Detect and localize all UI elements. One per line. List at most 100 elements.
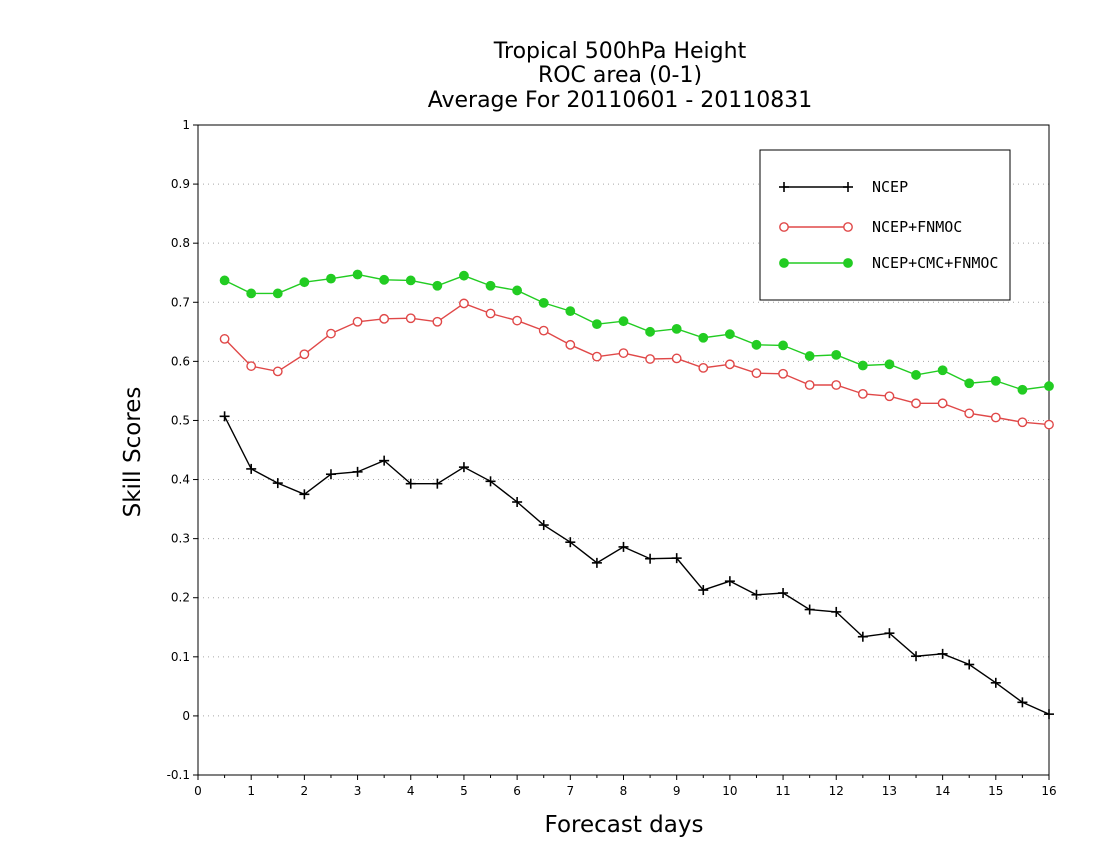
y-axis-title: Skill Scores: [120, 387, 146, 518]
data-point-2-8: [432, 280, 443, 291]
data-point-0-24: [857, 631, 868, 642]
data-point-1-24: [857, 388, 868, 399]
data-point-1-4: [326, 328, 336, 339]
data-point-2-2: [272, 288, 283, 299]
data-point-2-17: [671, 323, 682, 334]
data-point-2-14: [592, 319, 602, 330]
x-tick-label-15: 15: [988, 784, 1003, 798]
data-point-2-23: [831, 349, 842, 360]
axes: -0.100.10.20.30.40.50.60.70.80.910 1 2 3 4 5 6…: [167, 118, 1057, 798]
data-point-0-9: [458, 462, 469, 473]
data-point-0-21: [778, 588, 789, 598]
data-point-1-20: [751, 368, 762, 379]
y-tick-label-0: -0.1: [167, 768, 190, 782]
grid-lines: [198, 183, 1049, 717]
legend-entry-1: NCEP+FNMOC: [779, 218, 962, 236]
data-point-0-8: [432, 478, 443, 489]
data-point-2-11: [512, 285, 523, 296]
data-point-0-13: [565, 537, 576, 548]
data-point-1-9: [459, 298, 469, 309]
data-point-2-31: [1044, 381, 1054, 392]
legend-entry-0: NCEP: [779, 178, 908, 196]
data-point-2-30: [1017, 384, 1028, 395]
title-line-1: Tropical 500hPa Height: [493, 39, 747, 64]
data-point-2-16: [645, 326, 655, 337]
data-point-0-0: [219, 411, 230, 422]
data-point-0-23: [831, 606, 842, 617]
x-tick-label-10: 10: [722, 784, 737, 798]
data-point-2-10: [485, 280, 496, 291]
data-point-1-30: [1017, 417, 1028, 428]
data-point-1-5: [352, 316, 363, 327]
x-tick-label-6: 6: [513, 784, 521, 798]
data-point-2-27: [937, 365, 948, 376]
legend-marker-right-2: [843, 258, 853, 268]
data-point-2-5: [352, 269, 363, 280]
x-tick-label-14: 14: [935, 784, 950, 798]
series-layer: [219, 269, 1054, 720]
series-line-0: [223, 416, 1050, 715]
data-point-1-23: [831, 380, 842, 390]
data-point-0-18: [698, 585, 709, 596]
data-point-1-29: [990, 412, 1001, 423]
data-point-2-24: [857, 360, 868, 371]
data-point-0-30: [1017, 697, 1028, 708]
y-tick-label-5: 0.4: [171, 473, 190, 487]
data-point-2-20: [751, 339, 762, 350]
y-tick-label-11: 1: [182, 118, 190, 132]
data-point-2-7: [405, 275, 416, 286]
data-point-1-18: [698, 362, 709, 373]
series-1: [219, 298, 1054, 430]
data-point-0-7: [405, 478, 416, 489]
data-point-0-12: [538, 520, 549, 531]
legend-marker-left-1: [779, 222, 789, 232]
y-tick-label-8: 0.7: [171, 295, 190, 309]
data-point-1-6: [379, 313, 390, 324]
legend-marker-left-0: [779, 182, 789, 192]
y-tick-label-1: 0: [182, 709, 190, 723]
data-point-0-28: [964, 659, 975, 670]
x-tick-label-16: 16: [1041, 784, 1056, 798]
data-point-2-15: [618, 316, 629, 327]
data-point-1-15: [618, 348, 629, 358]
data-point-0-16: [645, 553, 656, 564]
data-point-0-6: [379, 455, 390, 466]
x-tick-label-4: 4: [407, 784, 415, 798]
x-tick-label-1: 1: [247, 784, 255, 798]
data-point-2-18: [698, 332, 709, 343]
data-point-0-14: [591, 557, 602, 568]
data-point-2-13: [565, 306, 576, 317]
data-point-2-22: [804, 351, 815, 361]
title-line-3: Average For 20110601 - 20110831: [428, 88, 813, 113]
x-tick-label-9: 9: [673, 784, 681, 798]
data-point-1-21: [778, 368, 788, 379]
series-0: [219, 411, 1054, 720]
data-point-1-0: [219, 334, 230, 344]
data-point-1-25: [884, 391, 895, 402]
data-point-1-12: [538, 325, 549, 336]
legend-entry-2: NCEP+CMC+FNMOC: [779, 254, 998, 272]
data-point-1-16: [645, 354, 655, 364]
y-tick-label-9: 0.8: [171, 236, 190, 250]
x-tick-label-8: 8: [620, 784, 628, 798]
x-axis-title: Forecast days: [545, 812, 704, 838]
legend-entries: NCEP NCEP+FNMOC NCEP+CMC+FNMOC: [779, 178, 998, 272]
x-tick-label-13: 13: [882, 784, 897, 798]
data-point-0-4: [325, 469, 336, 480]
x-tick-label-2: 2: [301, 784, 309, 798]
x-tick-label-7: 7: [566, 784, 574, 798]
legend-marker-left-2: [779, 258, 789, 268]
data-point-2-26: [911, 370, 921, 380]
data-point-1-7: [405, 313, 416, 324]
legend-label-0: NCEP: [872, 178, 908, 196]
y-tick-label-3: 0.2: [171, 591, 190, 605]
data-point-1-27: [937, 398, 948, 409]
chart-title: Tropical 500hPa Height ROC area (0-1) Av…: [428, 39, 813, 113]
y-tick-label-6: 0.5: [171, 413, 190, 427]
data-point-2-19: [724, 329, 735, 340]
data-point-0-11: [512, 497, 523, 507]
x-tick-label-0: 0: [194, 784, 202, 798]
data-point-2-21: [778, 340, 788, 351]
